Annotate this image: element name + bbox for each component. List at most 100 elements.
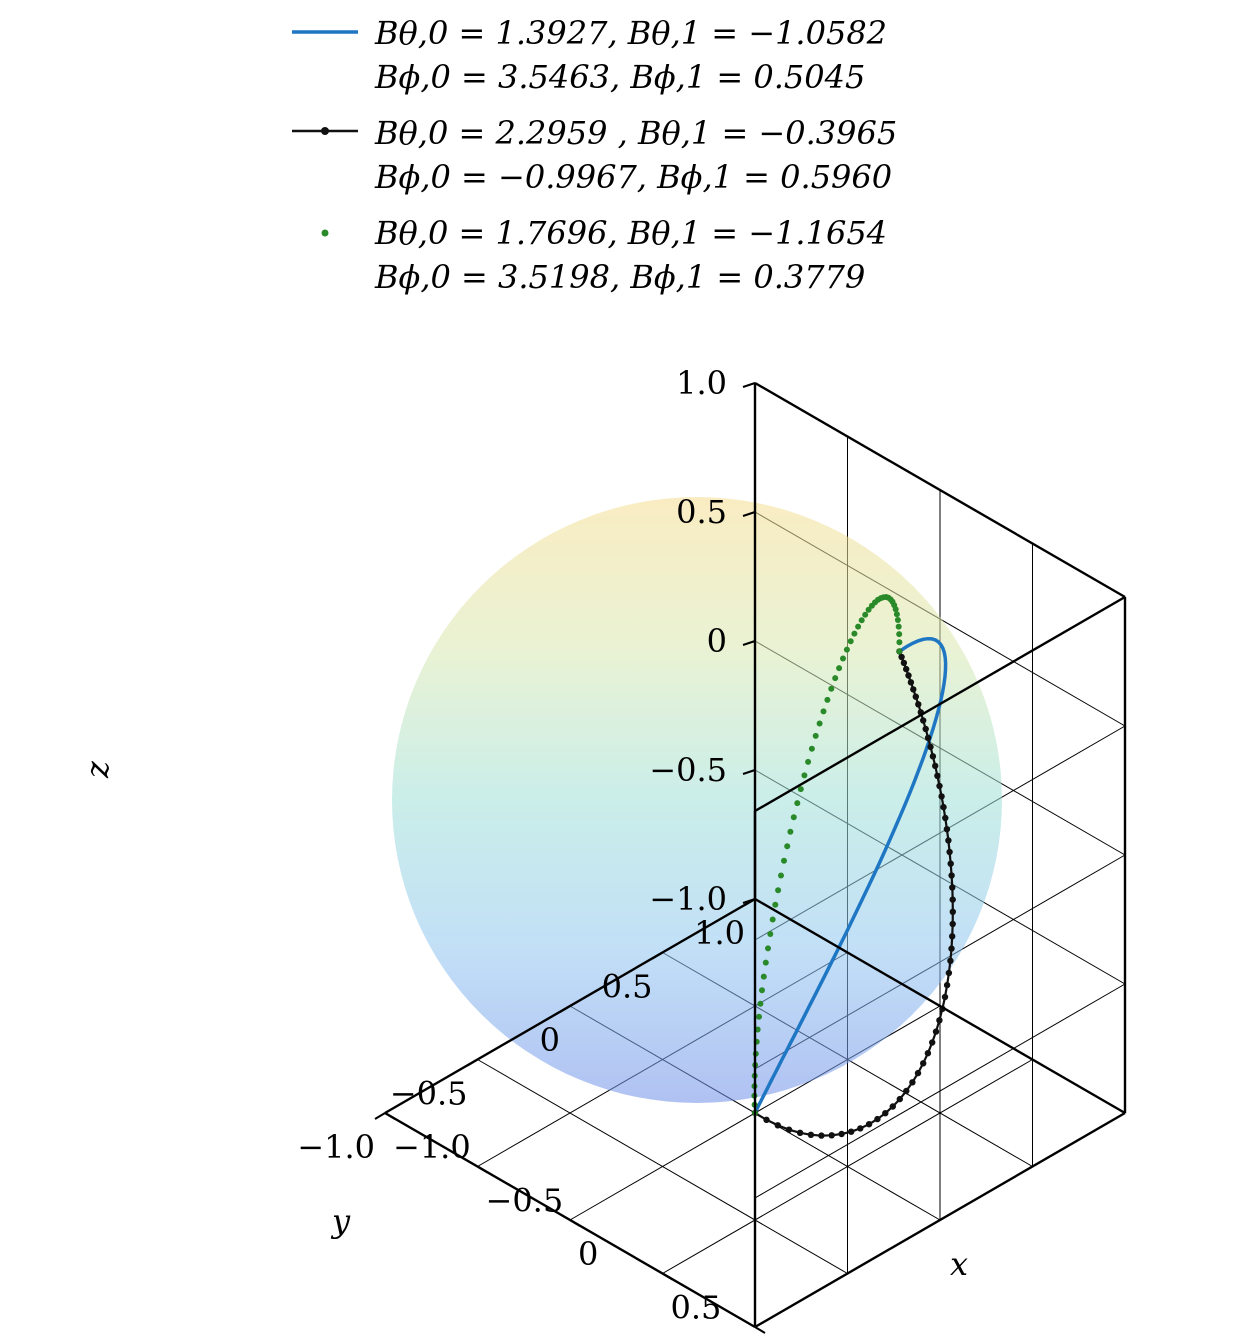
series-3-dot — [760, 973, 767, 980]
series-2-marker — [943, 826, 951, 833]
x-tick-label: 0 — [578, 1235, 598, 1273]
z-tick-label: 0.5 — [676, 493, 727, 531]
series-3-dot — [784, 843, 791, 850]
series-2-marker — [924, 1050, 932, 1057]
series-2-marker — [934, 772, 941, 779]
legend-text-series-1-line2: Bϕ,0 = 3.5463, Bϕ,1 = 0.5045 — [374, 58, 865, 96]
series-2-marker — [932, 762, 939, 770]
series-2-marker — [909, 1079, 916, 1086]
y-tick — [651, 951, 664, 960]
legend-text-series-3-line2: Bϕ,0 = 3.5198, Bϕ,1 = 0.3779 — [374, 258, 865, 296]
series-2-marker — [903, 1087, 910, 1095]
z-tick-label: −0.5 — [649, 751, 727, 789]
series-3-dot — [775, 887, 782, 894]
y-tick-label: 1.0 — [694, 914, 745, 952]
legend-text-series-2-line1: Bθ,0 = 2.2959 , Bθ,1 = −0.3965 — [374, 114, 897, 152]
series-2-marker — [922, 725, 929, 733]
series-1-line — [753, 636, 948, 1114]
series-3-dot — [847, 638, 854, 645]
x-tick-label: −1.0 — [393, 1128, 471, 1166]
series-2-marker — [898, 653, 905, 661]
x-tick-label: −0.5 — [486, 1182, 564, 1220]
series-2-marker — [920, 717, 927, 724]
series-3-dot — [778, 872, 784, 879]
series-3-dot — [767, 931, 774, 937]
series-2-marker — [807, 1131, 815, 1139]
series-2-marker — [920, 1060, 927, 1067]
x-tick — [384, 1112, 396, 1120]
legend-swatch-marker — [321, 127, 329, 135]
series-3-dot — [820, 708, 827, 715]
legend: Bθ,0 = 1.3927, Bθ,1 = −1.0582 Bϕ,0 = 3.5… — [292, 14, 897, 296]
legend-entry-series-1: Bθ,0 = 1.3927, Bθ,1 = −1.0582 Bϕ,0 = 3.5… — [292, 14, 887, 96]
series-3-dot — [843, 646, 850, 653]
x-tick — [569, 1219, 581, 1227]
series-2-marker — [929, 1039, 936, 1046]
y-tick-label: 0.5 — [602, 968, 653, 1006]
series-3-dot — [790, 814, 797, 821]
z-tick-label: 0 — [707, 622, 727, 660]
axes-frame — [384, 381, 1127, 1329]
series-2-marker — [943, 981, 951, 989]
series-2-marker — [941, 993, 949, 1001]
series-2-marker — [947, 957, 954, 964]
series-3-dot — [824, 696, 831, 703]
series-3-dot — [840, 655, 846, 662]
z-tick-label: −1.0 — [649, 880, 727, 918]
series-2-marker — [907, 679, 915, 686]
series-2-marker — [910, 686, 917, 693]
series-3-dot — [892, 606, 899, 613]
series-2-marker — [838, 1130, 845, 1138]
x-tick — [661, 1272, 674, 1281]
axes-frame-edge — [754, 381, 1126, 599]
series-2-marker — [912, 693, 919, 700]
legend-entry-series-3: Bθ,0 = 1.7696, Bθ,1 = −1.1654 Bϕ,0 = 3.5… — [321, 214, 887, 296]
series-3-dot — [759, 987, 765, 994]
series-3-dot — [865, 606, 872, 613]
series-3-dot — [757, 1000, 764, 1007]
series-3-dot — [808, 745, 815, 752]
series-2-marker — [857, 1125, 864, 1132]
series-3-dot — [794, 800, 801, 807]
series-2-marker — [848, 1128, 855, 1135]
x-axis-label: x — [950, 1245, 968, 1283]
y-tick — [559, 1005, 571, 1013]
series-3-dot — [797, 786, 804, 793]
series-2-marker — [949, 896, 956, 903]
series-3-dot — [895, 623, 902, 630]
series-3-dot — [762, 959, 769, 966]
series-2-marker — [948, 945, 955, 952]
series-2-marker — [865, 1121, 873, 1128]
series-2-marker — [818, 1132, 825, 1139]
legend-entry-series-2: Bθ,0 = 2.2959 , Bθ,1 = −0.3965 Bϕ,0 = −0… — [292, 114, 897, 196]
floor-grid-x — [662, 1059, 1033, 1274]
series-3-dot — [828, 685, 835, 692]
series-3-dot — [894, 617, 901, 623]
series-3-dot — [855, 623, 862, 630]
legend-text-series-1-line1: Bθ,0 = 1.3927, Bθ,1 = −1.0582 — [374, 14, 887, 52]
series-2-marker — [949, 920, 956, 928]
series-2-marker — [900, 659, 908, 667]
series-3-dot — [896, 631, 903, 638]
series-3-dot — [816, 720, 823, 727]
series-2-marker — [949, 884, 956, 891]
y-axis-label: y — [330, 1202, 351, 1240]
series-2-marker — [889, 1103, 896, 1110]
legend-text-series-2-line2: Bϕ,0 = −0.9967, Bϕ,1 = 0.5960 — [374, 158, 892, 196]
series-3-dot — [896, 648, 903, 655]
series-3-dot — [896, 639, 903, 646]
series-2-marker — [945, 969, 953, 977]
series-2-marker — [915, 701, 922, 708]
y-tick — [466, 1058, 479, 1067]
series-2-marker — [946, 848, 953, 856]
series-3-dot — [836, 665, 843, 672]
series-3-dot — [756, 1013, 762, 1020]
series-3-dot — [812, 732, 819, 739]
series-3-dot — [862, 611, 869, 618]
y-tick — [744, 898, 756, 906]
series-3-dot — [805, 758, 812, 765]
z-tick — [742, 382, 756, 388]
axes-frame-edge — [754, 595, 1126, 813]
legend-swatch-dot — [321, 229, 329, 237]
